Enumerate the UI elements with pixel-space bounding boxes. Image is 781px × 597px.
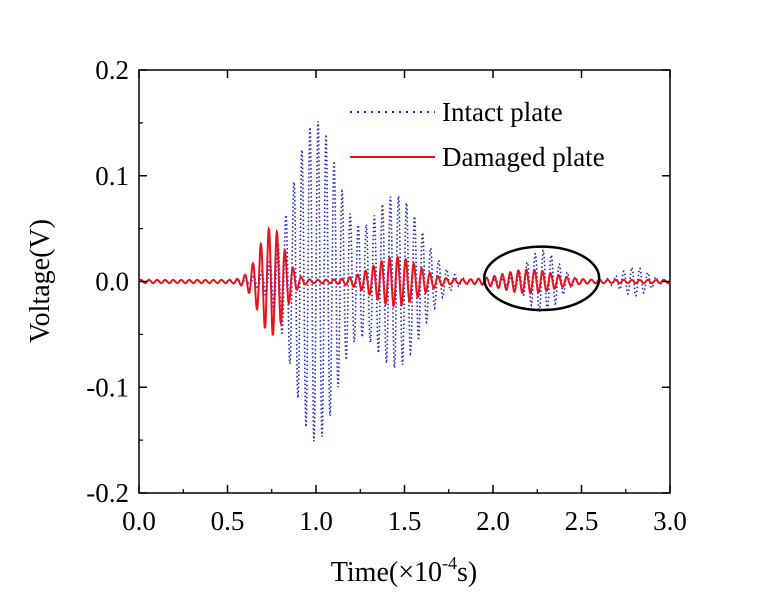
annotation-layer	[482, 245, 601, 312]
annotation-ellipse	[482, 245, 601, 312]
y-tick-label: -0.2	[86, 478, 129, 508]
tick-layer: 0.0 0.5 1.0 1.5 2.0 2.5 3.0 -0.2 -0.1 0.0 0.1 0.2	[86, 55, 687, 536]
y-tick-label: 0.1	[95, 161, 129, 191]
legend-label-damaged: Damaged plate	[442, 142, 605, 172]
x-tick-label: 2.0	[476, 506, 510, 536]
y-tick-label: 0.2	[95, 55, 129, 85]
x-tick-label: 0.0	[122, 506, 156, 536]
x-tick-label: 0.5	[211, 506, 245, 536]
x-tick-label: 2.5	[565, 506, 599, 536]
x-tick-label: 3.0	[653, 506, 687, 536]
series-layer	[138, 121, 671, 442]
x-tick-label: 1.5	[388, 506, 422, 536]
x-tick-label: 1.0	[299, 506, 333, 536]
y-axis-title: Voltage(V)	[25, 219, 56, 343]
x-axis-title: Time(×10-4s)	[331, 553, 477, 588]
y-tick-label: 0.0	[95, 267, 129, 297]
series-line-damaged	[138, 225, 671, 336]
legend-label-intact: Intact plate	[442, 97, 563, 127]
legend: Intact plate Damaged plate	[350, 97, 605, 172]
y-tick-label: -0.1	[86, 372, 129, 402]
